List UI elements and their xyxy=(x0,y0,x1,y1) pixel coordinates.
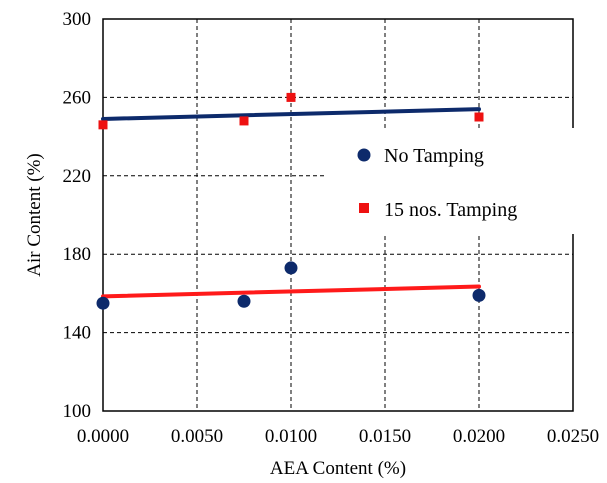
y-tick-label: 220 xyxy=(63,166,92,187)
trendline-series-1 xyxy=(101,107,481,121)
legend-background xyxy=(325,128,583,234)
x-axis-title: AEA Content (%) xyxy=(270,458,406,479)
data-points xyxy=(96,92,486,310)
data-point-15-tamping xyxy=(286,92,296,102)
legend: No Tamping 15 nos. Tamping xyxy=(325,128,583,234)
data-point-no-tamping xyxy=(96,296,110,310)
data-point-no-tamping xyxy=(472,288,486,302)
legend-label-15-tamping: 15 nos. Tamping xyxy=(384,199,517,221)
legend-marker-no-tamping xyxy=(357,148,371,162)
y-tick-label: 180 xyxy=(63,244,92,265)
y-axis-title: Air Content (%) xyxy=(24,153,45,276)
trendline-series-0 xyxy=(101,284,481,299)
data-point-15-tamping xyxy=(474,112,484,122)
x-tick-label: 0.0150 xyxy=(359,426,411,447)
x-tick-label: 0.0200 xyxy=(453,426,505,447)
trendlines xyxy=(101,107,481,299)
y-tick-label: 260 xyxy=(63,87,92,108)
data-point-15-tamping xyxy=(98,120,108,130)
data-point-no-tamping xyxy=(284,261,298,275)
x-tick-label: 0.0100 xyxy=(265,426,317,447)
legend-label-no-tamping: No Tamping xyxy=(384,145,484,167)
tick-labels: 0.0000 0.0050 0.0100 0.0150 0.0200 0.0250 100 1… xyxy=(63,9,600,447)
data-point-no-tamping xyxy=(237,294,251,308)
x-tick-label: 0.0050 xyxy=(171,426,223,447)
data-point-15-tamping xyxy=(239,116,249,126)
legend-marker-15-tamping xyxy=(359,203,369,213)
y-tick-label: 300 xyxy=(63,9,92,30)
x-tick-label: 0.0250 xyxy=(547,426,599,447)
y-tick-label: 140 xyxy=(63,323,92,344)
y-tick-label: 100 xyxy=(63,401,92,422)
x-tick-label: 0.0000 xyxy=(77,426,129,447)
